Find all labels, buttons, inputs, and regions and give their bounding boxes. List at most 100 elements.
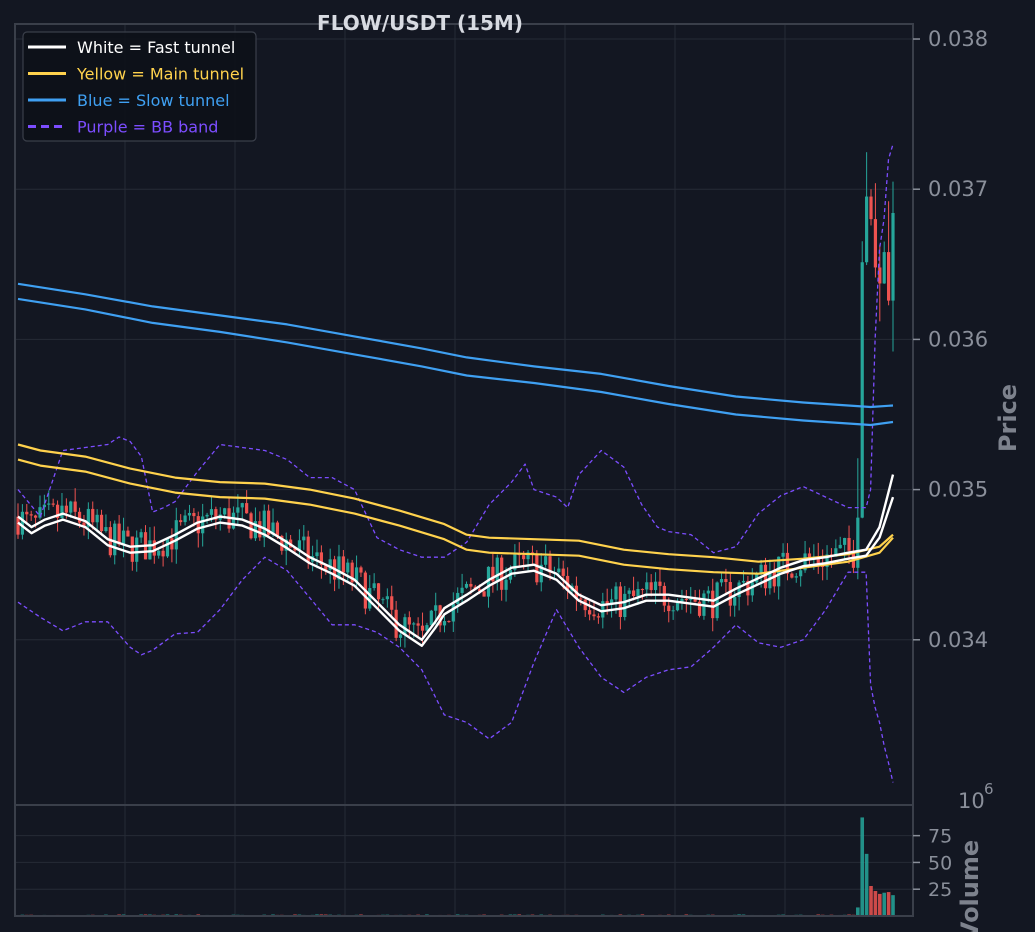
- candle-body: [262, 510, 266, 538]
- candle-body: [803, 553, 807, 571]
- candle-body: [29, 514, 33, 516]
- candle-body: [882, 252, 886, 284]
- candle-body: [442, 621, 447, 626]
- candle-body: [737, 582, 741, 598]
- candle-body: [781, 552, 785, 557]
- candle-body: [759, 564, 763, 574]
- volume-bar: [869, 886, 873, 916]
- candle-body: [324, 564, 328, 570]
- candle-body: [135, 537, 139, 562]
- candle-body: [38, 507, 42, 518]
- candle-body: [856, 517, 860, 568]
- candle-body: [456, 592, 460, 604]
- candle-body: [596, 616, 601, 618]
- candle-body: [601, 601, 605, 618]
- candle-body: [148, 540, 152, 560]
- candle-body: [306, 536, 310, 562]
- candle-body: [350, 562, 354, 583]
- price-tick-label: 0.036: [928, 327, 988, 351]
- candle-body: [271, 522, 275, 535]
- volume-exponent-power: 6: [984, 780, 994, 798]
- price-tick-label: 0.035: [928, 478, 988, 502]
- price-tick-label: 0.038: [928, 27, 988, 51]
- candle-body: [47, 503, 51, 505]
- candle-body: [887, 252, 891, 301]
- candle-body: [495, 557, 499, 582]
- fast-tunnel-lower: [17, 496, 895, 647]
- candle-body: [561, 568, 565, 576]
- price-axis-label: Price: [994, 384, 1022, 452]
- candle-body: [693, 599, 697, 602]
- candle-body: [482, 591, 486, 597]
- candle-body: [117, 523, 121, 545]
- volume-tick-label: 50: [928, 852, 952, 874]
- candle-body: [825, 554, 829, 568]
- candle-body: [86, 508, 90, 527]
- candle-body: [121, 530, 126, 545]
- indicator-lines: [17, 144, 895, 783]
- candle-body: [258, 521, 262, 538]
- candle-body: [675, 602, 680, 611]
- candle-body: [214, 509, 218, 520]
- candle-body: [834, 548, 838, 557]
- candle-body: [77, 511, 82, 523]
- candle-body: [267, 510, 271, 535]
- candle-body: [790, 573, 794, 578]
- legend-entry: Purple = BB band: [77, 118, 218, 137]
- candle-body: [223, 508, 227, 515]
- candle-body: [434, 605, 438, 611]
- candle-body: [280, 535, 284, 551]
- candle-body: [772, 571, 776, 587]
- candle-body: [697, 601, 702, 616]
- candle-body: [653, 581, 658, 591]
- candle-body: [667, 605, 671, 612]
- candle-body: [706, 590, 710, 594]
- volume-axis-label: Volume: [956, 840, 984, 932]
- candle-body: [733, 597, 737, 606]
- candle-body: [843, 537, 847, 545]
- candle-body: [645, 582, 649, 590]
- candle-body: [614, 586, 618, 600]
- candle-body: [869, 196, 873, 220]
- candle-body: [196, 516, 200, 534]
- candle-body: [209, 509, 214, 515]
- candle-body: [649, 582, 653, 591]
- slow-tunnel-lower: [17, 297, 894, 427]
- candle-body: [64, 505, 68, 513]
- candle-body: [91, 508, 95, 523]
- candle-body: [588, 610, 592, 615]
- candle-body: [354, 567, 359, 583]
- candle-body: [451, 603, 455, 622]
- volume-bar: [873, 891, 878, 916]
- candle-body: [51, 503, 55, 505]
- candle-body: [425, 625, 429, 631]
- candle-body: [245, 503, 249, 514]
- candle-body: [130, 536, 134, 562]
- candle-body: [82, 522, 86, 527]
- volume-bar: [891, 895, 895, 916]
- candle-body: [42, 504, 46, 508]
- candle-body: [157, 550, 161, 556]
- candle-body: [16, 516, 20, 535]
- candle-body: [20, 511, 24, 535]
- candle-body: [161, 550, 165, 557]
- candle-body: [807, 553, 812, 558]
- candle-body: [376, 583, 381, 600]
- chart-title: FLOW/USDT (15M): [317, 11, 523, 35]
- candle-body: [385, 596, 389, 600]
- candle-body: [469, 583, 473, 587]
- candle-body: [724, 579, 728, 583]
- candle-body: [684, 598, 688, 600]
- candle-body: [187, 512, 192, 516]
- candle-body: [609, 599, 614, 605]
- volume-axis: 25 50 75: [913, 826, 952, 901]
- candle-body: [183, 515, 187, 523]
- candle-body: [847, 537, 851, 551]
- candle-body: [728, 582, 732, 606]
- candle-body: [535, 553, 539, 583]
- candle-body: [179, 520, 183, 523]
- legend-entry: Blue = Slow tunnel: [77, 91, 230, 110]
- candle-body: [522, 555, 526, 560]
